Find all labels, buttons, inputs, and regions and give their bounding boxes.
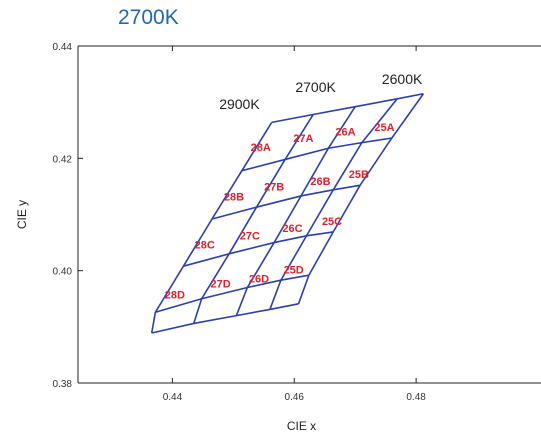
bin-label: 27C [240,230,260,242]
bin-label: 26C [282,223,302,235]
x-tick-label: 0.48 [406,392,426,403]
bin-label: 28B [224,192,244,204]
bin-label: 26D [249,274,269,286]
bin-column-line [297,93,425,305]
y-tick-label: 0.44 [53,42,73,53]
cct-label: 2700K [295,79,336,95]
bin-label: 27A [293,133,313,145]
x-tick-label: 0.46 [285,392,305,403]
cct-label: 2900K [219,96,260,112]
x-axis-label: CIE x [287,419,316,433]
bin-column-line [269,98,398,310]
bin-label: 25B [349,169,369,181]
bin-label: 25A [374,122,394,134]
bin-column-line [235,106,356,316]
y-tick-label: 0.42 [53,154,73,165]
bin-label: 25C [322,216,342,228]
y-axis-label: CIE y [15,200,29,229]
y-tick-label: 0.38 [53,379,73,390]
bin-label: 27D [210,279,230,291]
cct-label: 2600K [382,71,423,87]
bin-row-line [151,303,299,334]
bin-column-line [192,114,314,324]
bin-label: 28C [195,239,215,251]
y-tick-label: 0.40 [53,267,73,278]
bin-label: 26A [335,126,355,138]
bin-label: 28A [251,142,271,154]
bin-column-line [150,121,273,334]
x-tick-label: 0.44 [163,392,183,403]
bin-label: 25D [284,265,304,277]
bin-label: 26B [310,176,330,188]
bin-label: 28D [165,289,185,301]
bin-label: 27B [264,181,284,193]
chart-heading: 2700K [118,6,179,29]
